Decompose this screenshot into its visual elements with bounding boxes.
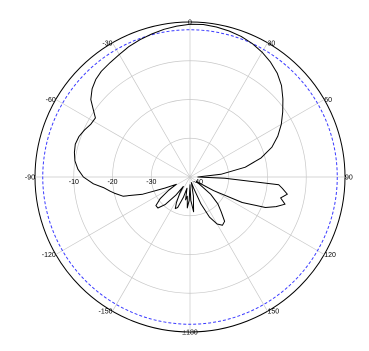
angle-tick-label: -30: [102, 40, 112, 47]
polar-grid: [34, 21, 346, 333]
radial-tick-label: -20: [107, 179, 117, 186]
radial-tick-label: -30: [146, 179, 156, 186]
angle-tick-label: 60: [324, 97, 332, 104]
angular-grid-line: [189, 99, 325, 178]
angle-tick-label: 90: [345, 175, 353, 182]
angle-tick-label: -60: [46, 97, 56, 104]
angle-tick-label: -90: [25, 175, 35, 182]
reference-circle-layer: [42, 29, 338, 325]
series-layer: [73, 23, 288, 226]
angle-tick-label: 120: [324, 252, 336, 259]
tick-labels-layer: 0 30 60 90 120 150 ±180 -150 -120 -90 -60 -30 -40 -30…: [25, 20, 353, 337]
angle-tick-label: -120: [42, 252, 56, 259]
angular-grid-line: [189, 176, 268, 312]
radial-tick-label: -10: [69, 179, 79, 186]
angle-tick-label: 30: [268, 40, 276, 47]
angular-grid-line: [189, 42, 268, 178]
reference-circle: [42, 29, 338, 325]
pattern-trace: [73, 23, 288, 226]
radial-tick-label: -40: [193, 179, 203, 186]
angle-tick-label: 150: [268, 309, 280, 316]
angular-grid-line: [55, 176, 191, 255]
angle-tick-label: -150: [98, 309, 112, 316]
angular-grid-line: [112, 42, 191, 178]
angle-tick-label: ±180: [182, 330, 198, 337]
angular-grid-line: [55, 99, 191, 178]
angle-tick-label: 0: [188, 20, 192, 27]
